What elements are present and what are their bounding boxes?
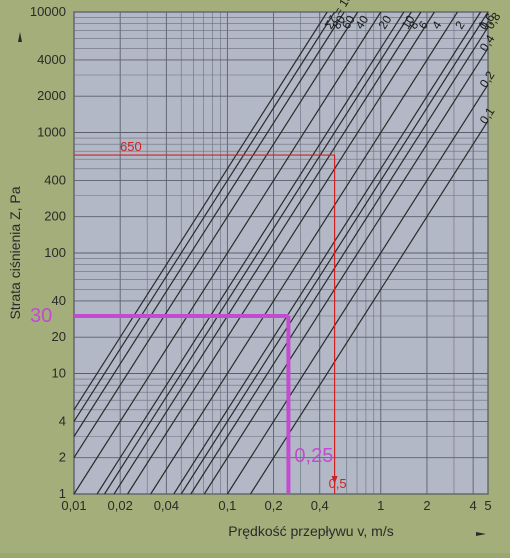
xtick-0.1: 0,1 [218, 498, 236, 513]
ytick-1000: 1000 [37, 125, 66, 140]
xtick-0.01: 0,01 [61, 498, 86, 513]
ytick-2000: 2000 [37, 88, 66, 103]
x-axis-arrow-icon [476, 532, 486, 536]
ytick-20: 20 [52, 329, 66, 344]
y-axis-title: Strata ciśnienia Z, Pa [7, 186, 23, 319]
xtick-0.4: 0,4 [311, 498, 329, 513]
annotation-magenta-ylabel: 30 [30, 305, 52, 327]
chart-svg: Σζ = 1008060402010864210,80,60,40,20,165… [0, 0, 510, 553]
ytick-10: 10 [52, 366, 66, 381]
xtick-2: 2 [423, 498, 430, 513]
annotation-red-xlabel: 0,5 [329, 476, 347, 491]
x-axis-title: Prędkość przepływu v, m/s [228, 523, 393, 539]
ytick-100: 100 [44, 245, 66, 260]
xtick-0.2: 0,2 [265, 498, 283, 513]
annotation-red-ylabel: 650 [120, 139, 142, 154]
ytick-10000: 10000 [30, 4, 66, 19]
ytick-200: 200 [44, 209, 66, 224]
ytick-2: 2 [59, 450, 66, 465]
ytick-400: 400 [44, 172, 66, 187]
xtick-5: 5 [484, 498, 491, 513]
ytick-40: 40 [52, 293, 66, 308]
annotation-magenta-xlabel: 0,25 [294, 445, 333, 467]
ytick-4000: 4000 [37, 52, 66, 67]
ytick-4: 4 [59, 413, 66, 428]
xtick-1: 1 [377, 498, 384, 513]
y-axis-arrow-icon [18, 32, 22, 42]
xtick-0.04: 0,04 [154, 498, 179, 513]
chart-container: Σζ = 1008060402010864210,80,60,40,20,165… [0, 0, 510, 553]
xtick-0.02: 0,02 [108, 498, 133, 513]
xtick-4: 4 [470, 498, 477, 513]
